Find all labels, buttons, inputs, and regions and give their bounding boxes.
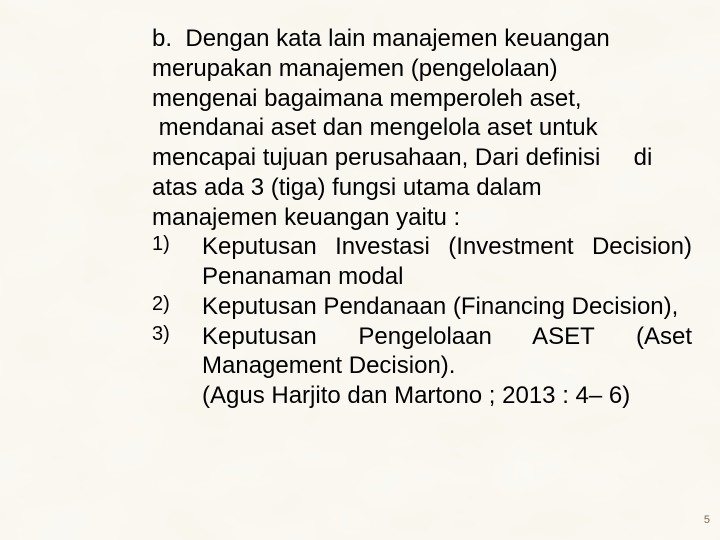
intro-marker: b. [152,25,172,52]
intro-text: Dengan kata lain manajemen keuangan meru… [152,25,652,231]
list-item: Keputusan Pengelolaan ASET (Aset Managem… [152,322,692,382]
list-item: Keputusan Investasi (Investment Decision… [152,232,692,292]
list-item: Keputusan Pendanaan (Financing Decision)… [152,292,692,322]
page-number: 5 [704,514,710,526]
intro-paragraph: b. Dengan kata lain manajemen keuangan m… [152,24,692,232]
slide-body: b. Dengan kata lain manajemen keuangan m… [28,24,692,411]
numbered-list: Keputusan Investasi (Investment Decision… [152,232,692,381]
citation: (Agus Harjito dan Martono ; 2013 : 4– 6) [202,381,692,411]
slide: b. Dengan kata lain manajemen keuangan m… [0,0,720,540]
